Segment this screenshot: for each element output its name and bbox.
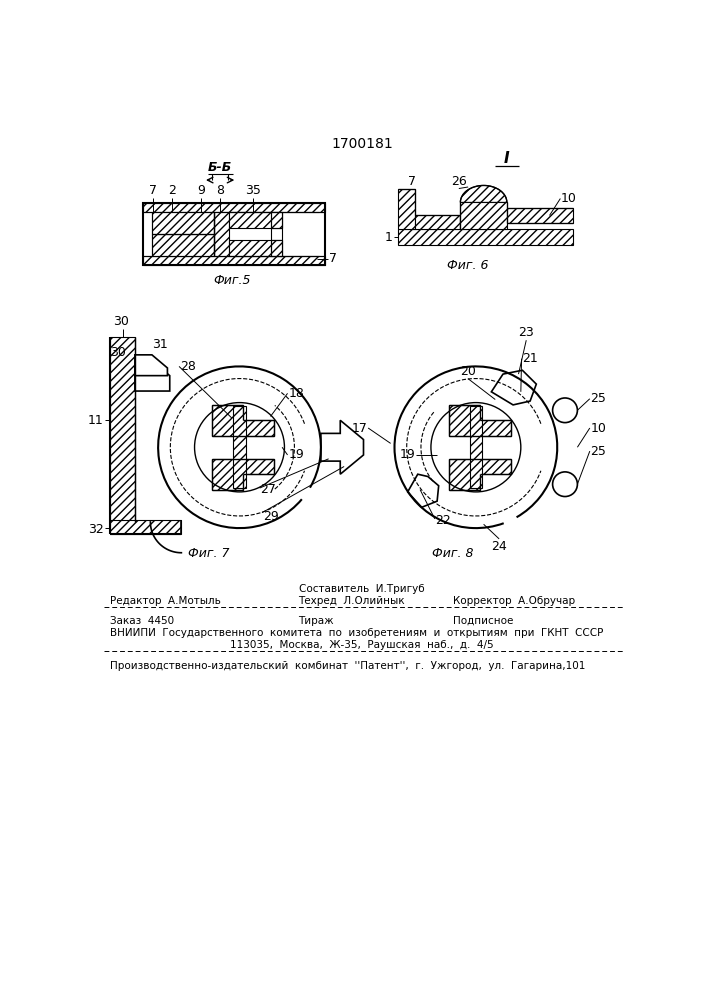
Text: 10: 10 <box>561 192 577 205</box>
Polygon shape <box>230 240 282 256</box>
Text: Б-Б: Б-Б <box>208 161 233 174</box>
Polygon shape <box>135 363 170 391</box>
Polygon shape <box>143 256 325 265</box>
Text: Фиг. 8: Фиг. 8 <box>432 547 474 560</box>
Polygon shape <box>469 406 482 488</box>
Text: 25: 25 <box>590 392 607 405</box>
Text: 19: 19 <box>288 448 304 461</box>
Text: Корректор  А.Обручар: Корректор А.Обручар <box>452 596 575 606</box>
Text: 10: 10 <box>590 422 607 434</box>
Text: 26: 26 <box>451 175 467 188</box>
Text: 22: 22 <box>436 514 451 527</box>
Polygon shape <box>449 459 480 490</box>
Text: 8: 8 <box>216 184 224 197</box>
Text: Тираж: Тираж <box>298 616 333 626</box>
Polygon shape <box>491 370 537 405</box>
Polygon shape <box>460 202 507 229</box>
Text: I: I <box>504 151 510 166</box>
Text: Редактор  А.Мотыль: Редактор А.Мотыль <box>110 596 221 606</box>
Polygon shape <box>230 212 282 228</box>
Polygon shape <box>110 337 135 522</box>
Text: 7: 7 <box>409 175 416 188</box>
Text: ВНИИПИ  Государственного  комитета  по  изобретениям  и  открытиям  при  ГКНТ  С: ВНИИПИ Государственного комитета по изоб… <box>110 628 604 638</box>
Text: Фиг. 6: Фиг. 6 <box>448 259 489 272</box>
Polygon shape <box>398 229 573 245</box>
Polygon shape <box>243 420 274 436</box>
Polygon shape <box>212 459 243 490</box>
Text: 9: 9 <box>197 184 205 197</box>
Polygon shape <box>143 203 325 212</box>
Text: 7: 7 <box>329 252 337 265</box>
Polygon shape <box>152 234 214 256</box>
Text: 32: 32 <box>88 523 104 536</box>
Polygon shape <box>271 240 282 256</box>
Polygon shape <box>480 459 510 474</box>
Circle shape <box>553 398 578 423</box>
Polygon shape <box>110 520 182 534</box>
Text: 27: 27 <box>260 483 276 496</box>
Text: 31: 31 <box>152 338 168 351</box>
Text: Фиг. 7: Фиг. 7 <box>188 547 229 560</box>
Text: Подписное: Подписное <box>452 616 513 626</box>
Polygon shape <box>214 212 230 256</box>
Polygon shape <box>212 405 243 436</box>
Polygon shape <box>233 406 246 488</box>
Polygon shape <box>449 405 480 436</box>
Text: Производственно-издательский  комбинат  ''Патент'',  г.  Ужгород,  ул.  Гагарина: Производственно-издательский комбинат ''… <box>110 661 585 671</box>
Text: 11: 11 <box>88 414 104 427</box>
Text: 29: 29 <box>263 510 279 523</box>
Polygon shape <box>507 208 573 223</box>
Text: 28: 28 <box>180 360 196 373</box>
Text: 30: 30 <box>113 315 129 328</box>
Text: 23: 23 <box>518 326 534 339</box>
Polygon shape <box>460 185 507 202</box>
Text: 7: 7 <box>148 184 157 197</box>
Text: 113035,  Москва,  Ж-35,  Раушская  наб.,  д.  4/5: 113035, Москва, Ж-35, Раушская наб., д. … <box>230 640 493 650</box>
Text: 2: 2 <box>168 184 176 197</box>
Text: Заказ  4450: Заказ 4450 <box>110 616 174 626</box>
Text: Техред  Л.Олийнык: Техред Л.Олийнык <box>298 596 404 606</box>
Polygon shape <box>135 355 168 376</box>
Text: 30: 30 <box>110 346 126 359</box>
Polygon shape <box>408 474 438 507</box>
Polygon shape <box>321 420 363 474</box>
Text: 19: 19 <box>399 448 416 461</box>
Text: Фиг.5: Фиг.5 <box>213 274 250 287</box>
Polygon shape <box>152 212 214 234</box>
Text: 35: 35 <box>245 184 262 197</box>
Polygon shape <box>480 420 510 436</box>
Text: 25: 25 <box>590 445 607 458</box>
Polygon shape <box>243 459 274 474</box>
Text: 24: 24 <box>491 540 507 553</box>
Polygon shape <box>416 215 460 229</box>
Text: 21: 21 <box>522 352 538 365</box>
Text: 1700181: 1700181 <box>331 137 393 151</box>
Text: 1: 1 <box>385 231 393 244</box>
Text: 18: 18 <box>288 387 304 400</box>
Text: 20: 20 <box>460 365 476 378</box>
Text: Составитель  И.Тригуб: Составитель И.Тригуб <box>299 584 425 594</box>
Polygon shape <box>271 212 282 228</box>
Text: 17: 17 <box>351 422 368 434</box>
Polygon shape <box>398 189 416 229</box>
Circle shape <box>553 472 578 497</box>
